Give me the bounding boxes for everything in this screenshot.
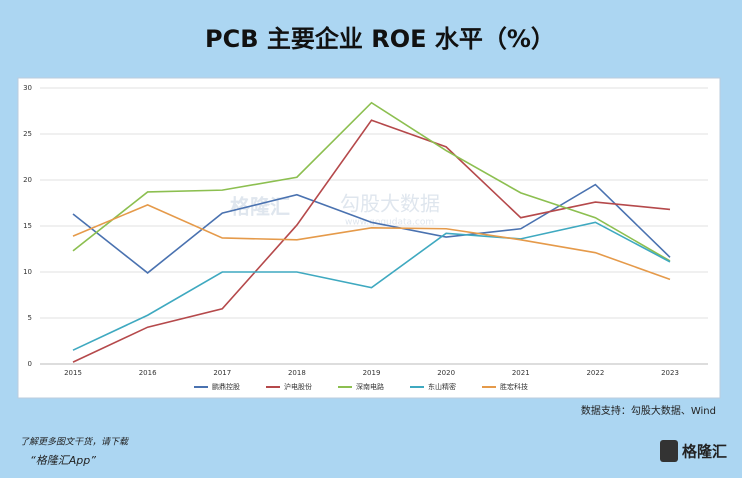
series-line (72, 221, 671, 351)
logo: 格隆汇 (682, 443, 727, 461)
footer-app: “格隆汇App” (30, 454, 96, 467)
y-tick-label: 20 (23, 176, 32, 184)
series-line (72, 119, 671, 363)
legend-label: 胜宏科技 (500, 382, 528, 391)
legend-label: 深南电路 (356, 382, 384, 391)
x-tick-label: 2015 (64, 369, 82, 377)
x-tick-label: 2019 (363, 369, 381, 377)
source: 数据支持：勾股大数据、Wind (581, 404, 716, 417)
y-tick-label: 10 (23, 268, 32, 276)
y-tick-label: 25 (23, 130, 32, 138)
legend-label: 沪电股份 (284, 382, 312, 391)
series-line (72, 183, 671, 274)
x-tick-label: 2021 (512, 369, 530, 377)
x-tick-label: 2023 (661, 369, 679, 377)
x-tick-label: 2016 (139, 369, 157, 377)
x-tick-label: 2017 (213, 369, 231, 377)
legend-label: 鹏鼎控股 (212, 382, 240, 391)
legend-label: 东山精密 (428, 382, 456, 391)
y-tick-label: 15 (23, 222, 32, 230)
chart-title: PCB 主要企业 ROE 水平（%） (205, 25, 555, 53)
series-line (72, 101, 671, 262)
x-tick-label: 2018 (288, 369, 306, 377)
series-line (72, 203, 671, 281)
x-tick-label: 2022 (586, 369, 604, 377)
y-tick-label: 0 (28, 360, 32, 368)
watermark-url: www.gogudata.com (345, 218, 434, 228)
y-tick-label: 5 (28, 314, 32, 322)
logo-icon (660, 440, 678, 462)
y-tick-label: 30 (23, 84, 32, 92)
x-tick-label: 2020 (437, 369, 455, 377)
watermark: 勾股大数据 (340, 192, 440, 216)
chart-panel (17, 77, 721, 399)
footer-text: 了解更多图文干货，请下载 (20, 437, 129, 448)
